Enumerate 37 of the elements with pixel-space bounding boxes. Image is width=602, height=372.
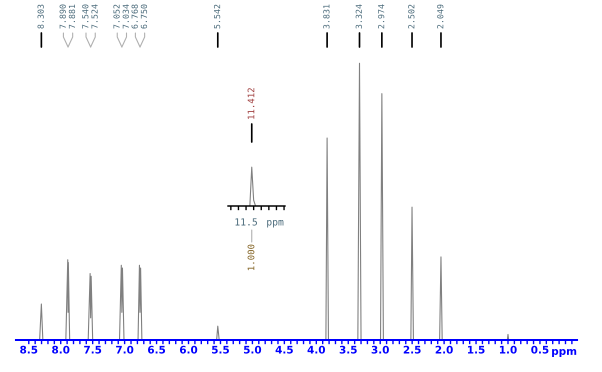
x-tick-label: 3.5 [340, 346, 357, 354]
annotation: 2.974 [378, 4, 384, 28]
annotation: 3.831 [323, 4, 330, 29]
annotation: 3.324 [356, 4, 362, 29]
annotation: 5.542 [214, 4, 220, 29]
x-tick-label: 0.5 [531, 346, 548, 354]
annotation: 7.034 [122, 4, 129, 29]
annotation: 7.881 [68, 4, 76, 29]
annotation: 7.890 [60, 4, 66, 29]
annotation: 8.303 [38, 4, 44, 29]
x-tick-label: 8.5 [20, 346, 38, 354]
annotation: 2.502 [408, 4, 414, 28]
annotation: 11.5 [236, 218, 257, 226]
x-tick-label: 6.0 [180, 346, 198, 354]
x-tick-label: 7.0 [116, 346, 134, 354]
x-tick-label: 2.5 [404, 346, 421, 354]
x-tick-label: 6.5 [148, 346, 166, 354]
x-tick-label: 2.0 [436, 346, 453, 354]
x-tick-label: 1.0 [500, 346, 517, 354]
annotation: 7.052 [113, 4, 120, 29]
annotation: 6.750 [140, 4, 148, 29]
x-tick-label: 7.5 [84, 346, 102, 354]
annotation: 11.412 [248, 88, 254, 119]
annotation: 7.540 [82, 4, 88, 29]
x-tick-label: 4.0 [308, 346, 326, 354]
x-tick-label: 1.5 [468, 346, 485, 354]
x-tick-label: 5.5 [212, 346, 229, 354]
x-axis-title: ppm [267, 220, 284, 228]
annotation: 2.049 [437, 4, 444, 28]
annotation: 7.524 [91, 4, 98, 29]
x-tick-label: 4.5 [276, 346, 293, 354]
x-axis-title: ppm [552, 349, 576, 358]
x-tick-label: 8.0 [52, 346, 70, 354]
annotation: 6.768 [132, 4, 138, 29]
x-tick-label: 5.0 [244, 346, 262, 354]
x-tick-label: 3.0 [372, 346, 389, 354]
annotation: 1.000 [248, 244, 254, 270]
